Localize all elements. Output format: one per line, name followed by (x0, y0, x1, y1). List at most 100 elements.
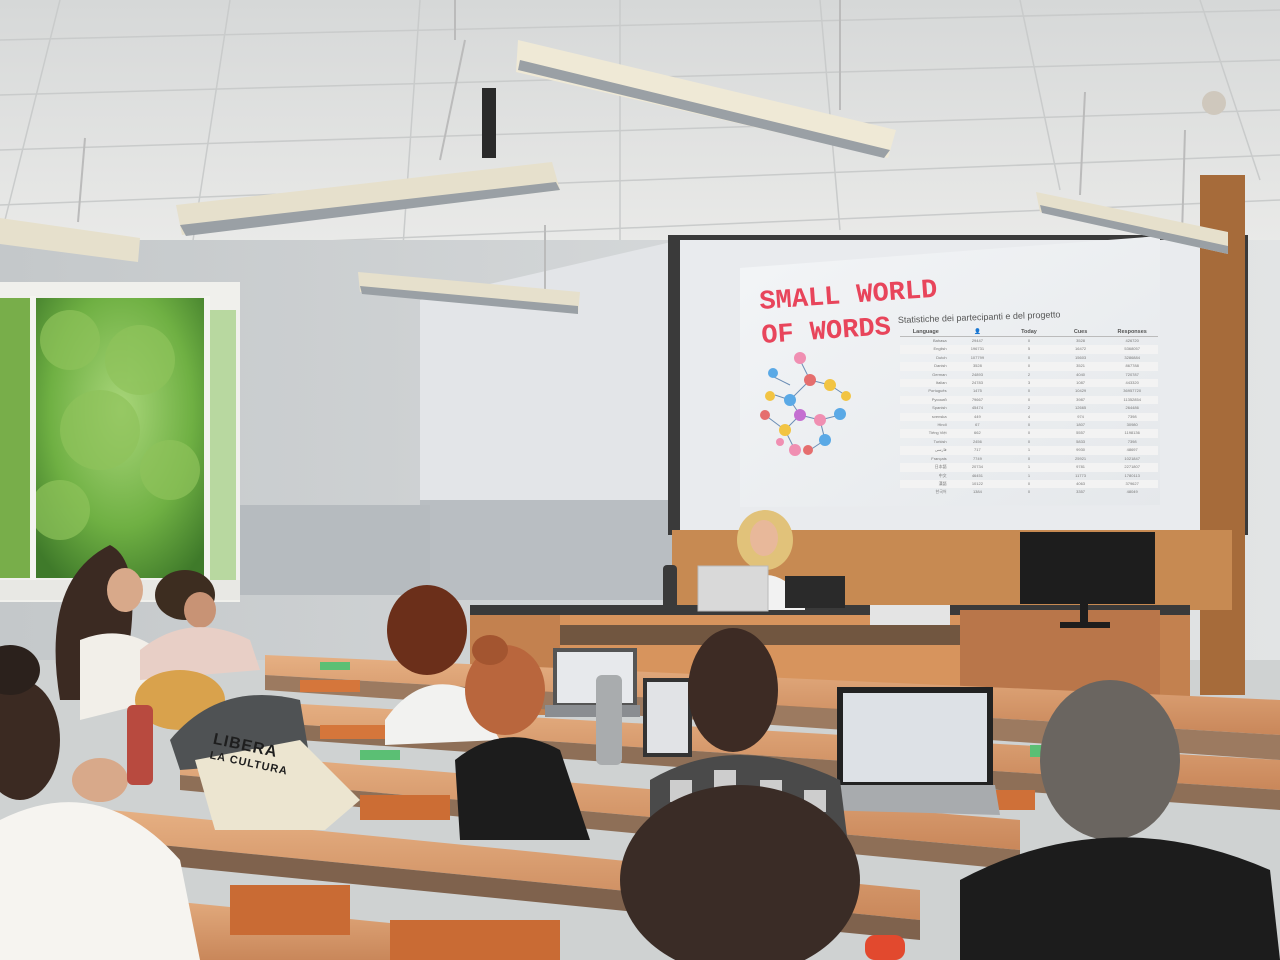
stats-row: Português 1475 0 10429 36957720 (900, 387, 1158, 395)
stats-row: Turkish 2456 0 5833 7398 (900, 438, 1158, 446)
stats-cell: 48049 (1126, 489, 1138, 495)
stats-cell: 0 (1027, 438, 1031, 444)
stats-row: Bahasa 29447 0 3528 426720 (900, 337, 1158, 346)
slide-stats-table: Language 👤 Today Cues Responses Bahasa 29447 0… (900, 327, 1158, 507)
stats-cell: Bahasa (933, 338, 947, 343)
stats-cell: 11352854 (1106, 395, 1158, 405)
stats-cell: Русский (900, 395, 952, 405)
presenter-laptop (697, 565, 769, 612)
podium-laptop (785, 576, 845, 608)
stats-cell: 46451 (971, 472, 983, 478)
stats-row: Spanish 45474 2 12665 264486 (900, 404, 1158, 412)
stats-cell: 5833 (1076, 438, 1086, 444)
stats-row: Русский 79667 0 3987 11352854 (900, 395, 1158, 405)
stats-cell: 36957720 (1123, 388, 1142, 394)
stats-cell: 5557 (1054, 429, 1107, 438)
stats-cell: 11773 (1075, 472, 1086, 478)
stats-cell: 漢語 (900, 479, 952, 489)
stats-row: German 24893 2 4040 720787 (900, 371, 1158, 379)
stats-cell: 15603 (1075, 354, 1087, 360)
stats-cell: 1780113 (1124, 472, 1140, 478)
stats-cell: 1021847 (1124, 455, 1140, 461)
stats-cell: English (900, 345, 952, 354)
stats-cell: 379627 (1106, 479, 1158, 489)
stats-row: Italian 24783 3 1087 443320 (900, 379, 1158, 388)
stats-cell: 29447 (971, 338, 983, 343)
stats-cell: 1 (1003, 446, 1055, 455)
stats-row: فارسی 717 1 9930 48697 (900, 446, 1158, 455)
stats-cell: 107799 (970, 354, 985, 360)
stats-cell: Hindi (937, 422, 947, 428)
stats-cell: 10122 (951, 479, 1004, 489)
stats-cell: 720787 (1125, 371, 1139, 377)
stats-cell: Tiếng Việt (900, 429, 952, 438)
stats-cell: Português (928, 388, 947, 394)
stats-cell: 12665 (1075, 405, 1087, 411)
stats-cell: 1475 (972, 388, 982, 394)
water-bottle (663, 565, 677, 610)
stats-cell: 2 (1027, 371, 1031, 377)
stats-row: Français 7749 0 25921 1021847 (900, 455, 1158, 463)
stats-cell: 0 (1003, 479, 1055, 489)
stats-cell: 1198136 (1106, 429, 1158, 438)
stats-cell: فارسی (900, 446, 952, 455)
stats-cell: 717 (951, 446, 1004, 455)
red-cup (865, 935, 905, 960)
stats-cell: 1384 (972, 489, 982, 495)
stats-cell: 0 (1027, 388, 1031, 394)
stats-cell: Dutch (936, 354, 947, 360)
stats-cell: 24893 (971, 371, 983, 377)
stats-cell: 9930 (1054, 446, 1107, 455)
stats-cell: 0 (1027, 422, 1031, 428)
stats-cell: 196731 (951, 345, 1004, 354)
stats-row: 日本語 20734 1 9781 2271807 (900, 463, 1158, 472)
stats-row: svenska 449 4 974 7398 (900, 412, 1158, 422)
stats-cell: 1 (1027, 472, 1031, 478)
stats-cell: svenska (900, 412, 952, 422)
stats-cell: 2271807 (1106, 463, 1158, 472)
stats-cell: 0 (1003, 362, 1055, 371)
window (0, 282, 240, 602)
stats-cell: Français (931, 455, 947, 461)
stats-cell: 67 (975, 422, 980, 428)
stats-header-cell: Language (900, 327, 952, 337)
stats-cell: 48697 (1106, 446, 1158, 455)
projector-box (870, 605, 950, 625)
stats-row: Danish 3528 0 3521 867788 (900, 362, 1158, 371)
bags (127, 670, 622, 830)
stats-cell: 7398 (1106, 412, 1158, 422)
stats-cell: 3357 (1076, 489, 1086, 495)
stats-cell: 443320 (1106, 379, 1158, 388)
stats-row: 漢語 10122 0 4063 379627 (900, 479, 1158, 489)
stats-row: Hindi 67 0 1807 30980 (900, 421, 1158, 429)
stats-cell: German (932, 371, 947, 377)
stats-cell: 20734 (951, 463, 1004, 472)
stats-cell: 2 (1027, 405, 1031, 411)
stats-cell: 426720 (1125, 338, 1139, 343)
stats-cell: Spanish (932, 405, 947, 411)
stats-cell: 7749 (972, 455, 982, 461)
stats-cell: 3528 (1076, 338, 1086, 343)
stats-cell: 4 (1003, 412, 1055, 422)
stats-cell: 867788 (1106, 362, 1158, 371)
stats-cell: 日本語 (900, 463, 952, 472)
stats-cell: 2456 (972, 438, 982, 444)
network-diagram (760, 352, 851, 456)
stats-row: 한국어 1384 0 3357 48049 (900, 488, 1158, 496)
stats-row: Dutch 107799 0 15603 3286884 (900, 354, 1158, 362)
stats-cell: 0 (1027, 489, 1031, 495)
projector-mount (482, 88, 496, 158)
stats-cell: 3987 (1054, 395, 1107, 405)
stats-cell: 3521 (1054, 362, 1107, 371)
stats-header-cell: Responses (1106, 327, 1158, 337)
stats-cell: 25921 (1075, 455, 1087, 461)
stats-cell: 79667 (951, 395, 1004, 405)
stats-row: English 196731 5 16472 5368057 (900, 345, 1158, 354)
stats-cell: 1807 (1076, 422, 1086, 428)
stats-cell: Turkish (933, 438, 947, 444)
stats-cell: 0 (1027, 455, 1031, 461)
stats-cell: 449 (951, 412, 1004, 422)
stats-cell: 1087 (1054, 379, 1107, 388)
stats-row: 中文 46451 1 11773 1780113 (900, 472, 1158, 480)
stats-cell: 45474 (971, 405, 983, 411)
